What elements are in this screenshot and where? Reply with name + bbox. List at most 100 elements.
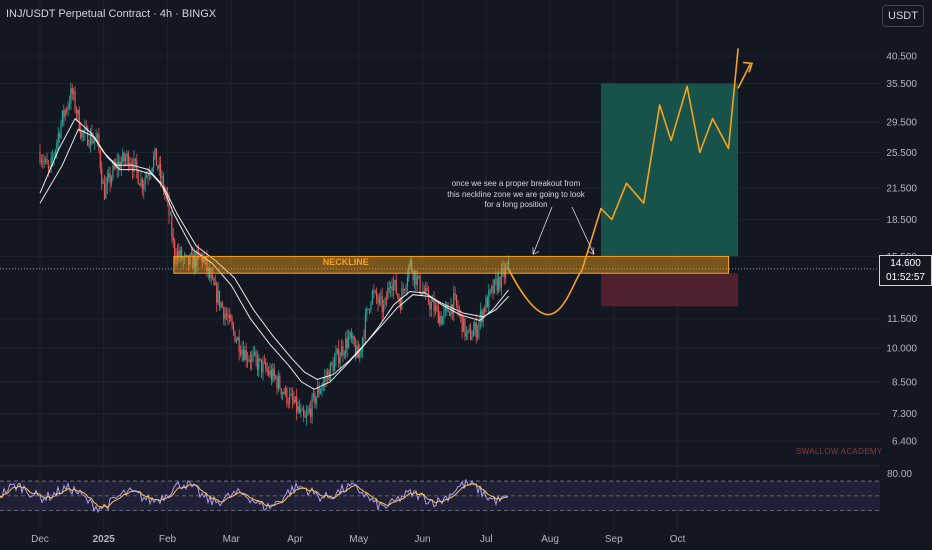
candle-body <box>74 91 76 110</box>
candle-body <box>360 349 362 352</box>
candle-body <box>317 387 319 397</box>
candle-body <box>378 296 381 304</box>
candle-body <box>301 409 303 411</box>
candle-body <box>483 308 486 312</box>
candle-body <box>411 260 413 272</box>
candle-body <box>136 160 138 171</box>
candle-body <box>277 376 280 389</box>
candle-body <box>308 408 310 411</box>
time-tick-label: Aug <box>541 534 559 545</box>
candle-body <box>112 165 114 178</box>
candle-body <box>420 292 423 295</box>
candle-body <box>162 176 165 191</box>
candle-body <box>412 271 414 281</box>
candle-body <box>133 158 135 172</box>
candle-body <box>109 173 111 184</box>
candle-body <box>71 88 73 94</box>
rsi-line <box>0 478 509 514</box>
time-tick-label: May <box>349 534 368 545</box>
candle-body <box>354 345 357 358</box>
candle-body <box>218 290 221 307</box>
candle-body <box>444 306 446 311</box>
candle-body <box>80 131 82 138</box>
candle-body <box>103 183 106 199</box>
projection-arrow-shaft <box>737 64 751 89</box>
candle-body <box>439 315 441 324</box>
candle-body <box>40 161 43 163</box>
candle-body <box>370 302 372 310</box>
candle-body <box>318 387 320 394</box>
candle-body <box>172 236 174 241</box>
candle-body <box>482 308 484 322</box>
candle-body <box>333 359 336 372</box>
candle-body <box>141 179 143 190</box>
candle-body <box>335 353 337 360</box>
candle-body <box>325 377 327 378</box>
candle-body <box>64 109 66 118</box>
candle-body <box>283 392 285 394</box>
candle-body <box>384 298 386 306</box>
candle-body <box>259 358 261 360</box>
candle-body <box>216 283 218 303</box>
candle-body <box>413 270 416 281</box>
candle-body <box>181 249 183 260</box>
candle-body <box>85 127 87 129</box>
candle-body <box>440 315 442 325</box>
candle-body <box>398 296 400 301</box>
candle-body <box>297 406 299 412</box>
candle-body <box>63 110 65 118</box>
candle-body <box>270 370 273 380</box>
time-tick-label: Sep <box>605 534 623 545</box>
candle-body <box>263 362 265 363</box>
candle-body <box>402 288 404 290</box>
candle-body <box>143 184 145 190</box>
candle-body <box>231 321 233 326</box>
candle-body <box>186 255 188 257</box>
candle-body <box>151 168 153 172</box>
candle-body <box>137 170 139 184</box>
candle-body <box>307 410 309 414</box>
candle-body <box>326 371 329 378</box>
candle-body <box>293 399 295 403</box>
candle-body <box>486 297 488 308</box>
candle-body <box>460 313 462 315</box>
candle-body <box>244 350 246 361</box>
candle-body <box>448 312 451 316</box>
candle-body <box>291 393 294 400</box>
time-tick-label: Feb <box>159 534 177 545</box>
stop-zone <box>601 273 739 307</box>
candle-body <box>269 370 271 376</box>
candle-body <box>214 283 216 285</box>
currency-button[interactable]: USDT <box>882 5 924 27</box>
candle-body <box>49 167 51 168</box>
candle-body <box>266 369 268 371</box>
price-tick-label: 18.500 <box>886 215 917 226</box>
candle-body <box>453 293 455 314</box>
price-tick-label: 11.500 <box>887 314 917 325</box>
candle-body <box>150 171 152 175</box>
candle-body <box>249 359 251 362</box>
candle-body <box>391 286 393 291</box>
rsi-pane <box>0 478 880 514</box>
candle-body <box>340 346 343 357</box>
candle-body <box>265 362 267 370</box>
candle-body <box>148 174 150 176</box>
candle-body <box>154 148 156 157</box>
candle-body <box>454 293 456 296</box>
candle-body <box>342 346 344 356</box>
candle-body <box>500 269 503 288</box>
candle-body <box>165 192 167 196</box>
candle-body <box>488 290 490 308</box>
candle-body <box>168 196 170 215</box>
candle-body <box>147 175 149 177</box>
candle-body <box>390 286 392 289</box>
candle-body <box>228 314 230 318</box>
candle-body <box>190 252 193 255</box>
candle-body <box>68 103 71 106</box>
candle-body <box>305 413 308 418</box>
candle-body <box>294 396 296 403</box>
candle-body <box>434 305 437 312</box>
candle-body <box>469 328 472 340</box>
